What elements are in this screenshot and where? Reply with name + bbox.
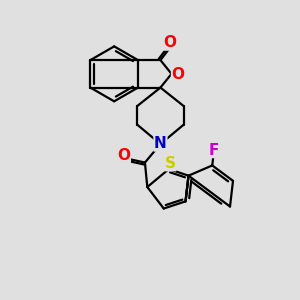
Text: F: F [209, 142, 219, 158]
Text: O: O [172, 67, 184, 82]
Text: O: O [164, 35, 176, 50]
Text: N: N [154, 136, 167, 151]
Text: O: O [117, 148, 130, 163]
Text: S: S [165, 156, 176, 171]
